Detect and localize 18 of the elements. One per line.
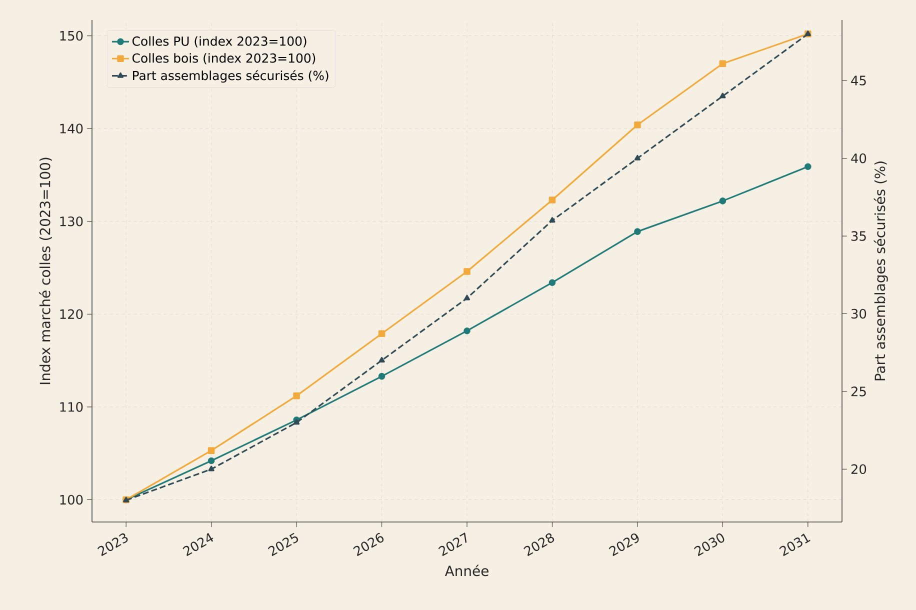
y-tick-label: 150 bbox=[60, 30, 83, 41]
legend-label: Part assemblages sécurisés (%) bbox=[133, 70, 328, 83]
y2-tick-label: 25 bbox=[851, 386, 866, 396]
y-tick-label: 100 bbox=[60, 494, 83, 505]
y-tick-label: 120 bbox=[60, 309, 83, 320]
y-axis-title: Index marché colles (2023=100) bbox=[38, 158, 52, 384]
y-tick-label: 140 bbox=[60, 124, 83, 134]
legend-label: Colles bois (index 2023=100) bbox=[132, 53, 316, 64]
y2-tick-label: 30 bbox=[851, 308, 866, 319]
y2-axis-title: Part assemblages sécurisés (%) bbox=[874, 162, 888, 380]
y2-tick-label: 45 bbox=[851, 76, 866, 86]
y-tick-label: 110 bbox=[60, 402, 83, 412]
legend-label: Colles PU (index 2023=100) bbox=[132, 36, 306, 48]
y2-tick-label: 20 bbox=[851, 464, 866, 474]
x-axis-title: Année bbox=[444, 564, 488, 576]
y2-tick-label: 40 bbox=[851, 153, 866, 164]
y2-tick-label: 35 bbox=[851, 231, 866, 241]
y-tick-label: 130 bbox=[60, 216, 83, 226]
